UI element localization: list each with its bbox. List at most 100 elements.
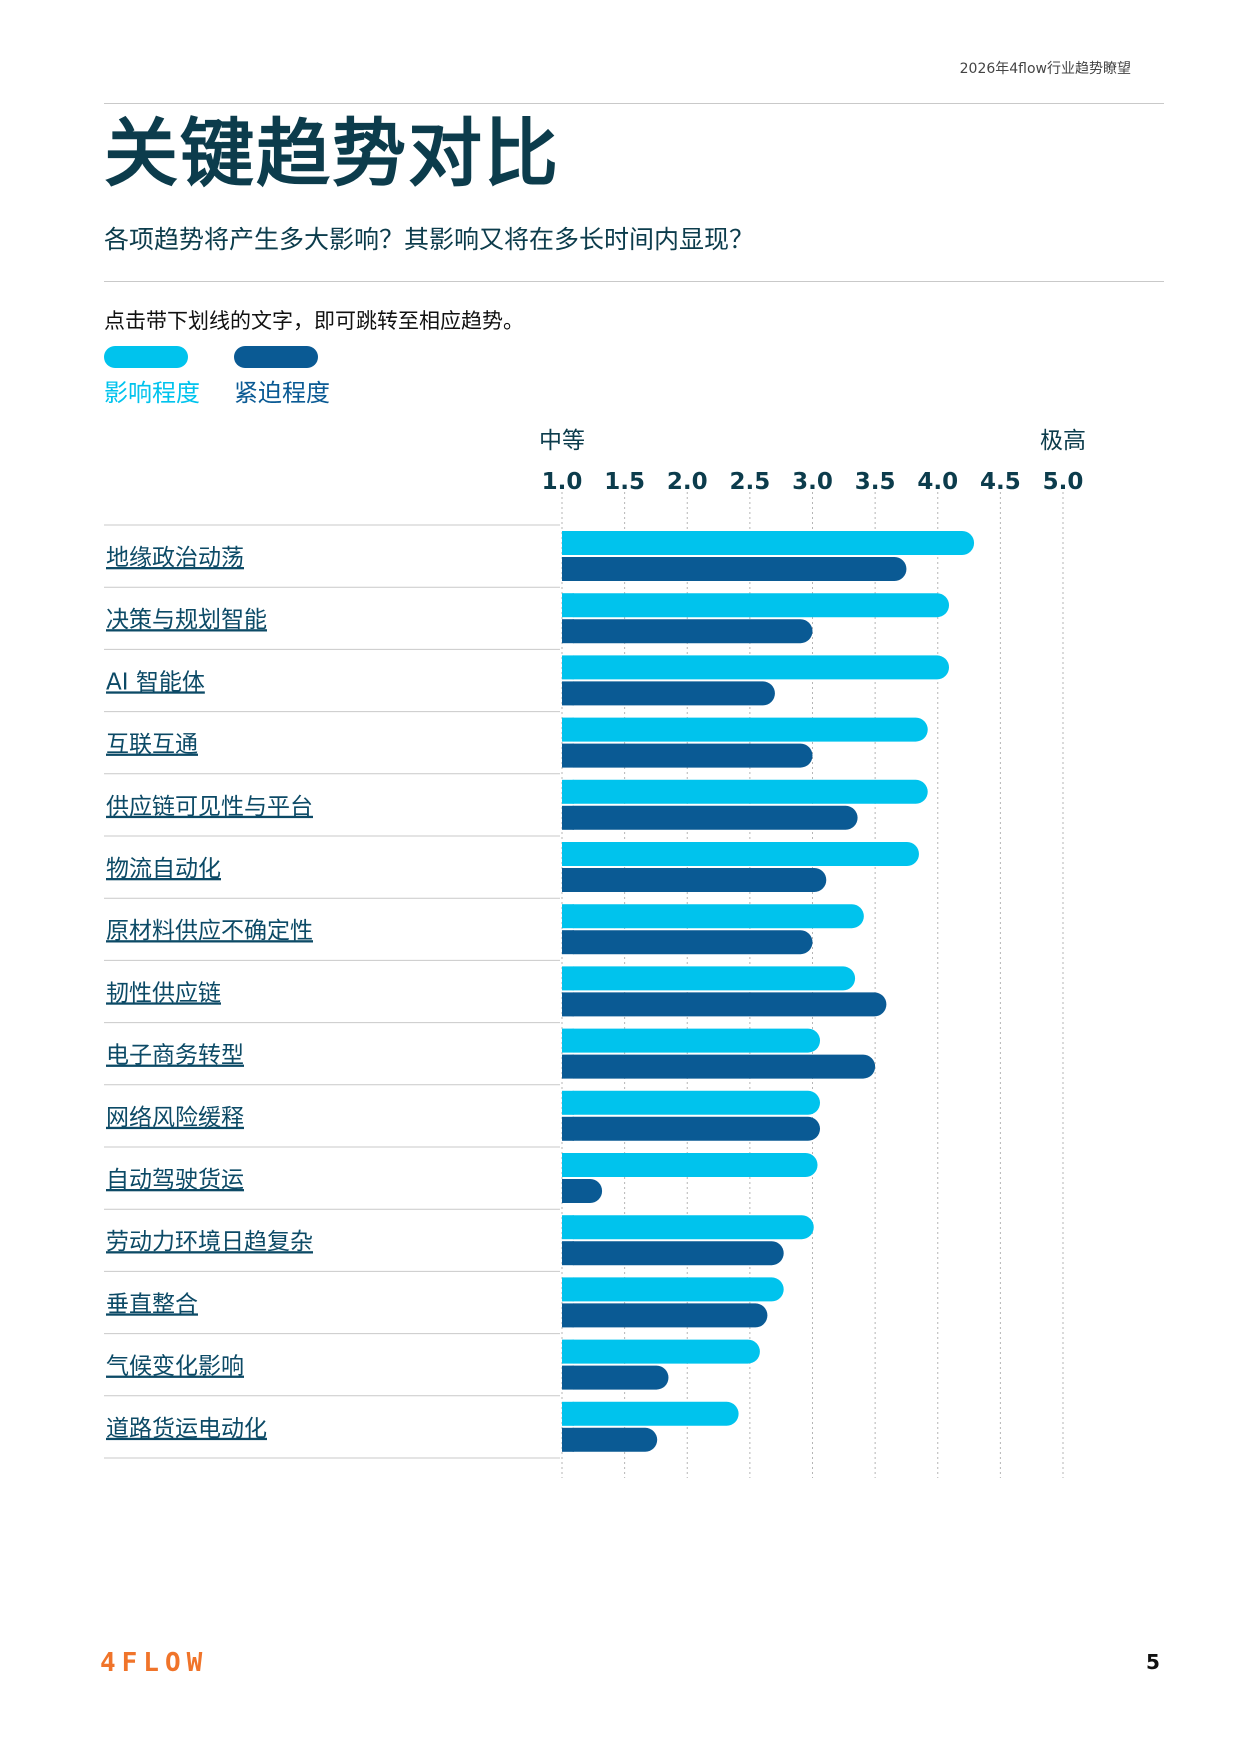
trend-link[interactable]: 自动驾驶货运 (106, 1167, 244, 1193)
bar-shape (562, 743, 813, 768)
bar-left-edge (562, 1054, 574, 1079)
impact-bar (562, 655, 950, 680)
urgency-bar (562, 1054, 876, 1079)
urgency-bar (562, 681, 775, 706)
bar-left-edge (562, 1401, 574, 1426)
impact-bar (562, 531, 975, 555)
subtitle-divider (104, 281, 1164, 282)
bar-left-edge (562, 1153, 574, 1177)
bar-left-edge (562, 1365, 574, 1390)
x-tick-label: 2.5 (730, 469, 771, 495)
bar-shape (562, 1401, 739, 1426)
trend-link[interactable]: 供应链可见性与平台 (106, 794, 313, 820)
bar-left-edge (562, 1090, 574, 1115)
trend-link[interactable]: 气候变化影响 (106, 1354, 244, 1380)
bar-shape (562, 717, 928, 742)
bar-shape (562, 655, 950, 680)
trend-link[interactable]: 原材料供应不确定性 (106, 918, 313, 944)
bar-shape (562, 992, 887, 1017)
scale-high-label: 极高 (1040, 428, 1086, 454)
top-divider (104, 103, 1164, 104)
trend-link[interactable]: 道路货运电动化 (106, 1416, 267, 1442)
bar-left-edge (562, 966, 574, 991)
urgency-bar (562, 930, 813, 955)
bar-shape (562, 1303, 768, 1328)
bar-left-edge (562, 779, 574, 804)
bar-shape (562, 930, 813, 955)
x-tick-label: 1.5 (604, 469, 645, 495)
bar-left-edge (562, 930, 574, 955)
urgency-bar (562, 805, 858, 830)
bar-shape (562, 1365, 669, 1390)
bar-shape (562, 1427, 658, 1452)
bar-left-edge (562, 1028, 574, 1053)
impact-bar (562, 593, 950, 618)
page-number: 5 (1146, 1650, 1160, 1674)
trend-link[interactable]: 韧性供应链 (106, 980, 221, 1006)
bar-shape (562, 1215, 814, 1240)
bar-left-edge (562, 743, 574, 768)
trend-comparison-chart: 中等 极高 1.0 1.5 2.0 2.5 3.0 3.5 4.0 4.5 5.0 地缘政治动荡… (104, 428, 1086, 1478)
scale-low-label: 中等 (539, 428, 585, 454)
urgency-bar (562, 1116, 821, 1141)
bar-left-edge (562, 1427, 574, 1452)
legend-swatch-urgency (234, 346, 318, 368)
bar-left-edge (562, 1215, 574, 1240)
bar-shape (562, 1116, 821, 1141)
trend-link[interactable]: 物流自动化 (106, 856, 221, 882)
impact-bar (562, 1028, 821, 1053)
trend-link[interactable]: 垂直整合 (106, 1291, 198, 1317)
legend-item-impact: 影响程度 (104, 346, 200, 408)
bar-left-edge (562, 992, 574, 1017)
bar-shape (562, 1153, 818, 1177)
trend-link[interactable]: 网络风险缓释 (106, 1105, 244, 1131)
x-tick-label: 1.0 (542, 469, 583, 495)
page-subtitle: 各项趋势将产生多大影响？其影响又将在多长时间内显现？ (104, 225, 755, 254)
bar-shape (562, 619, 813, 644)
trend-link[interactable]: 互联互通 (106, 732, 198, 758)
bar-shape (562, 1241, 784, 1266)
trend-link[interactable]: 决策与规划智能 (106, 607, 267, 633)
urgency-bar (562, 1303, 768, 1328)
urgency-bar (562, 1427, 658, 1452)
bar-left-edge (562, 681, 574, 706)
bar-left-edge (562, 904, 574, 929)
trend-link[interactable]: AI 智能体 (106, 669, 205, 695)
bar-left-edge (562, 557, 574, 581)
bar-shape (562, 1339, 760, 1364)
bar-left-edge (562, 1339, 574, 1364)
bar-shape (562, 1054, 876, 1079)
x-tick-label: 3.5 (855, 469, 896, 495)
trend-link[interactable]: 地缘政治动荡 (106, 545, 244, 571)
urgency-bar (562, 557, 907, 581)
x-tick-label: 4.0 (917, 469, 958, 495)
urgency-bar (562, 992, 887, 1017)
legend-item-urgency: 紧迫程度 (234, 346, 330, 408)
bar-shape (562, 779, 928, 804)
trend-link[interactable]: 电子商务转型 (106, 1043, 244, 1069)
bar-shape (562, 1277, 784, 1302)
impact-bar (562, 779, 928, 804)
bar-shape (562, 1028, 821, 1053)
bar-shape (562, 531, 975, 555)
impact-bar (562, 1277, 784, 1302)
trend-link[interactable]: 劳动力环境日趋复杂 (106, 1229, 313, 1255)
bar-shape (562, 681, 775, 706)
bar-left-edge (562, 655, 574, 680)
bar-left-edge (562, 842, 574, 866)
bar-left-edge (562, 717, 574, 742)
impact-bar (562, 1153, 818, 1177)
impact-bar (562, 842, 919, 866)
bar-shape (562, 868, 827, 892)
impact-bar (562, 1215, 814, 1240)
bar-shape (562, 1090, 821, 1115)
legend-label-urgency: 紧迫程度 (234, 379, 330, 407)
bar-shape (562, 966, 856, 991)
x-tick-label: 2.0 (667, 469, 708, 495)
bar-left-edge (562, 1179, 574, 1203)
bar-left-edge (562, 531, 574, 555)
legend-label-impact: 影响程度 (104, 379, 200, 407)
impact-bar (562, 904, 864, 929)
bar-left-edge (562, 619, 574, 644)
bar-left-edge (562, 1241, 574, 1266)
